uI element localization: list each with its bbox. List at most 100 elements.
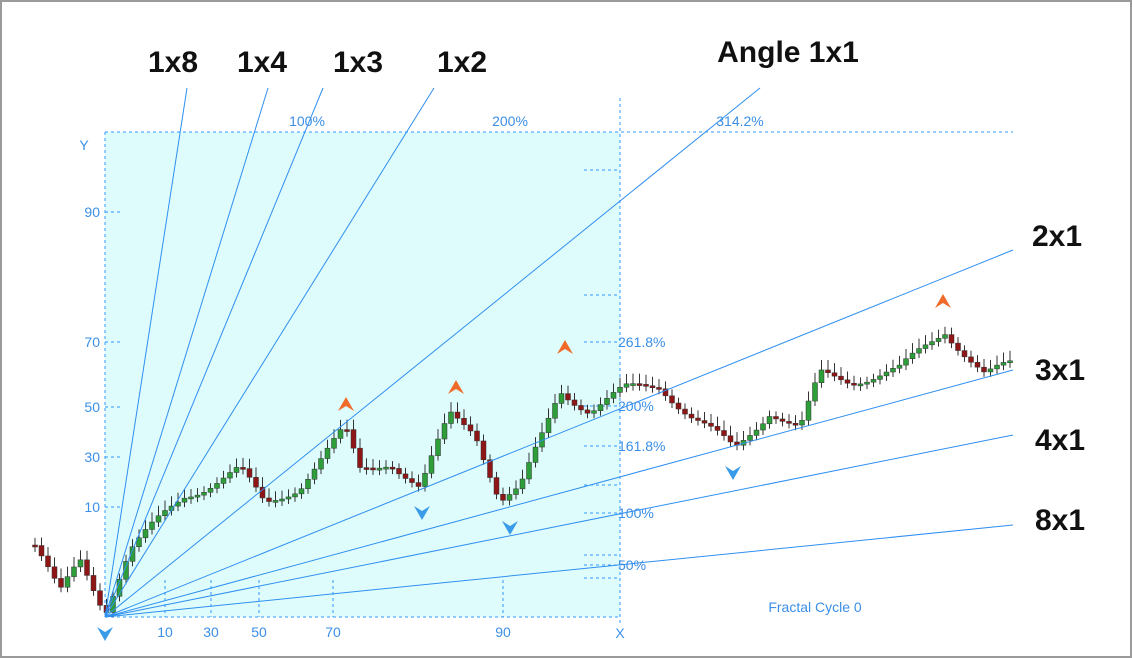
candle bbox=[987, 368, 994, 373]
y-tick-label: 30 bbox=[84, 449, 100, 465]
candle bbox=[890, 368, 896, 373]
candle bbox=[389, 466, 396, 470]
candle bbox=[896, 364, 903, 369]
candle bbox=[688, 413, 695, 419]
candle bbox=[565, 393, 571, 401]
fan-line bbox=[104, 524, 1014, 618]
candle bbox=[441, 423, 448, 440]
candle bbox=[435, 438, 441, 456]
candle bbox=[812, 382, 818, 402]
candle bbox=[129, 546, 136, 562]
candle bbox=[779, 418, 786, 422]
candle bbox=[591, 410, 597, 414]
side-level: 100% bbox=[618, 505, 654, 521]
candle bbox=[90, 575, 97, 591]
candle bbox=[786, 421, 792, 424]
candle bbox=[649, 385, 656, 389]
candle bbox=[493, 477, 500, 495]
candle bbox=[402, 473, 409, 479]
candle bbox=[727, 435, 734, 443]
candle bbox=[909, 352, 916, 359]
candle bbox=[753, 429, 760, 436]
gann-fan bbox=[104, 87, 1014, 618]
candle bbox=[227, 472, 233, 479]
candle bbox=[929, 341, 935, 346]
candle bbox=[883, 371, 890, 377]
candle bbox=[45, 555, 51, 568]
fan-label: 1x2 bbox=[437, 46, 487, 79]
candle bbox=[292, 493, 298, 498]
candle bbox=[721, 430, 727, 436]
candle bbox=[1007, 360, 1013, 364]
fan-label: 2x1 bbox=[1032, 220, 1082, 253]
candle bbox=[383, 466, 389, 470]
candle bbox=[851, 382, 857, 386]
fan-line bbox=[104, 87, 188, 618]
fractal-up bbox=[448, 380, 464, 394]
fan-line bbox=[104, 87, 435, 618]
candle bbox=[259, 486, 266, 499]
candle bbox=[155, 515, 162, 523]
candle bbox=[532, 446, 539, 463]
side-level: 50% bbox=[618, 557, 646, 573]
candle bbox=[792, 423, 799, 426]
candle bbox=[552, 403, 558, 419]
candle bbox=[669, 395, 675, 404]
candle bbox=[84, 559, 90, 576]
x-tick-label: 30 bbox=[203, 624, 219, 640]
candle bbox=[747, 435, 753, 441]
candle bbox=[181, 497, 188, 503]
candle bbox=[318, 458, 324, 470]
candle bbox=[461, 418, 467, 426]
candle bbox=[695, 417, 701, 421]
candle bbox=[97, 590, 103, 606]
candle bbox=[480, 440, 487, 461]
candle bbox=[331, 438, 337, 449]
candle bbox=[558, 393, 565, 404]
caption: Fractal Cycle 0 bbox=[768, 599, 862, 615]
candle bbox=[571, 399, 578, 406]
candle bbox=[604, 398, 610, 405]
candle bbox=[584, 409, 591, 414]
candle bbox=[448, 411, 454, 424]
candle bbox=[916, 348, 922, 354]
candle bbox=[903, 358, 909, 366]
fan-line bbox=[104, 434, 1014, 618]
candle bbox=[357, 447, 363, 468]
candle bbox=[428, 455, 435, 474]
candle bbox=[253, 477, 259, 488]
fan-label: 3x1 bbox=[1035, 354, 1085, 387]
candle bbox=[922, 344, 929, 349]
candle bbox=[246, 468, 253, 478]
fractal-zone bbox=[105, 132, 620, 617]
candle bbox=[682, 408, 688, 415]
candle bbox=[58, 578, 64, 588]
candle bbox=[760, 423, 766, 431]
candle bbox=[422, 473, 428, 487]
candle bbox=[545, 417, 552, 433]
candle bbox=[838, 375, 844, 381]
candle bbox=[500, 494, 506, 501]
candle bbox=[955, 342, 961, 351]
candle bbox=[519, 478, 526, 490]
candle bbox=[220, 477, 227, 484]
fan-label: 1x3 bbox=[333, 46, 383, 79]
candle bbox=[51, 566, 58, 579]
candle bbox=[942, 334, 948, 339]
y-axis-label: Y bbox=[79, 137, 89, 153]
candle bbox=[935, 338, 942, 342]
candle bbox=[305, 479, 311, 489]
candle bbox=[630, 383, 636, 386]
x-tick-label: 70 bbox=[325, 624, 341, 640]
candle bbox=[136, 537, 142, 547]
top-level: 200% bbox=[492, 113, 528, 129]
candle bbox=[805, 400, 812, 421]
candle bbox=[708, 422, 714, 427]
candle bbox=[526, 462, 532, 480]
candle bbox=[207, 488, 214, 493]
candle bbox=[799, 420, 805, 426]
x-tick-label: 90 bbox=[495, 624, 511, 640]
candle bbox=[994, 364, 1000, 370]
candle bbox=[513, 488, 519, 495]
